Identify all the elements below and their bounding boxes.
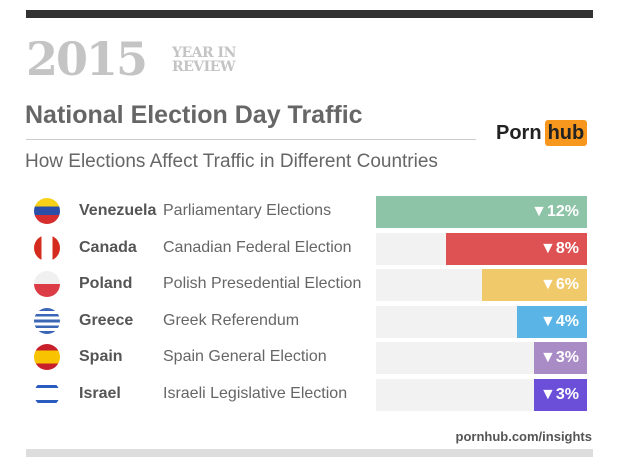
source-url: pornhub.com/insights [455, 429, 593, 444]
chart-row: Venezuela Parliamentary Elections ▼12% [26, 196, 588, 228]
bar [481, 269, 587, 302]
bar [534, 379, 587, 411]
data-label: ▼4% [540, 312, 579, 330]
logo-hub: hub [544, 120, 588, 146]
chart-row: Spain Spain General Election ▼3% [26, 342, 588, 375]
bar [534, 342, 587, 375]
country-label: Greece [79, 311, 134, 329]
bar-track: ▼3% [376, 379, 587, 411]
data-label: ▼6% [540, 276, 579, 294]
chart-row: Canada Canadian Federal Election ▼8% [26, 232, 588, 265]
poland-flag-icon [34, 271, 60, 298]
data-label: ▼3% [540, 386, 579, 403]
election-label: Polish Presedential Election [163, 275, 362, 293]
election-label: Canadian Federal Election [163, 238, 352, 256]
bar [516, 305, 587, 338]
venezuela-flag-icon [34, 198, 60, 224]
spain-flag-icon [34, 344, 60, 371]
country-label: Poland [79, 275, 133, 293]
bar-track: ▼4% [376, 305, 587, 338]
review-text: REVIEW [172, 59, 236, 75]
logo-porn: Porn [496, 121, 542, 144]
bar [446, 232, 587, 265]
country-label: Venezuela [79, 202, 157, 219]
data-label: ▼12% [531, 203, 579, 220]
country-label: Spain [79, 348, 123, 366]
election-label: Spain General Election [163, 348, 327, 366]
bar-track: ▼8% [376, 232, 587, 265]
chart-row: Poland Polish Presedential Election ▼6% [26, 269, 588, 302]
bar [376, 196, 587, 228]
bar-track: ▼3% [376, 342, 587, 375]
year-heading: 2015 [26, 32, 148, 86]
bar-track: ▼6% [376, 269, 587, 302]
chart-subtitle: How Elections Affect Traffic in Differen… [25, 151, 438, 172]
election-label: Greek Referendum [163, 311, 300, 329]
data-label: ▼8% [540, 239, 579, 257]
greece-flag-icon [34, 307, 60, 334]
israel-flag-icon [34, 381, 60, 407]
chart-row: Israel Israeli Legislative Election ▼3% [26, 379, 588, 411]
year-in-review-label: YEAR IN REVIEW [172, 46, 236, 74]
chart-title: National Election Day Traffic [25, 101, 363, 129]
bottom-bar [26, 449, 593, 457]
canada-flag-icon [34, 234, 60, 261]
country-label: Israel [79, 385, 121, 402]
chart-row: Greece Greek Referendum ▼4% [26, 305, 588, 338]
divider [26, 139, 476, 140]
top-bar [26, 10, 593, 18]
year-in-text: YEAR IN [172, 45, 236, 61]
country-label: Canada [79, 238, 137, 256]
data-label: ▼3% [540, 349, 579, 367]
election-label: Israeli Legislative Election [163, 385, 348, 402]
pornhub-logo: Porn hub [496, 120, 588, 146]
bar-track: ▼12% [376, 196, 587, 228]
election-label: Parliamentary Elections [163, 202, 332, 219]
